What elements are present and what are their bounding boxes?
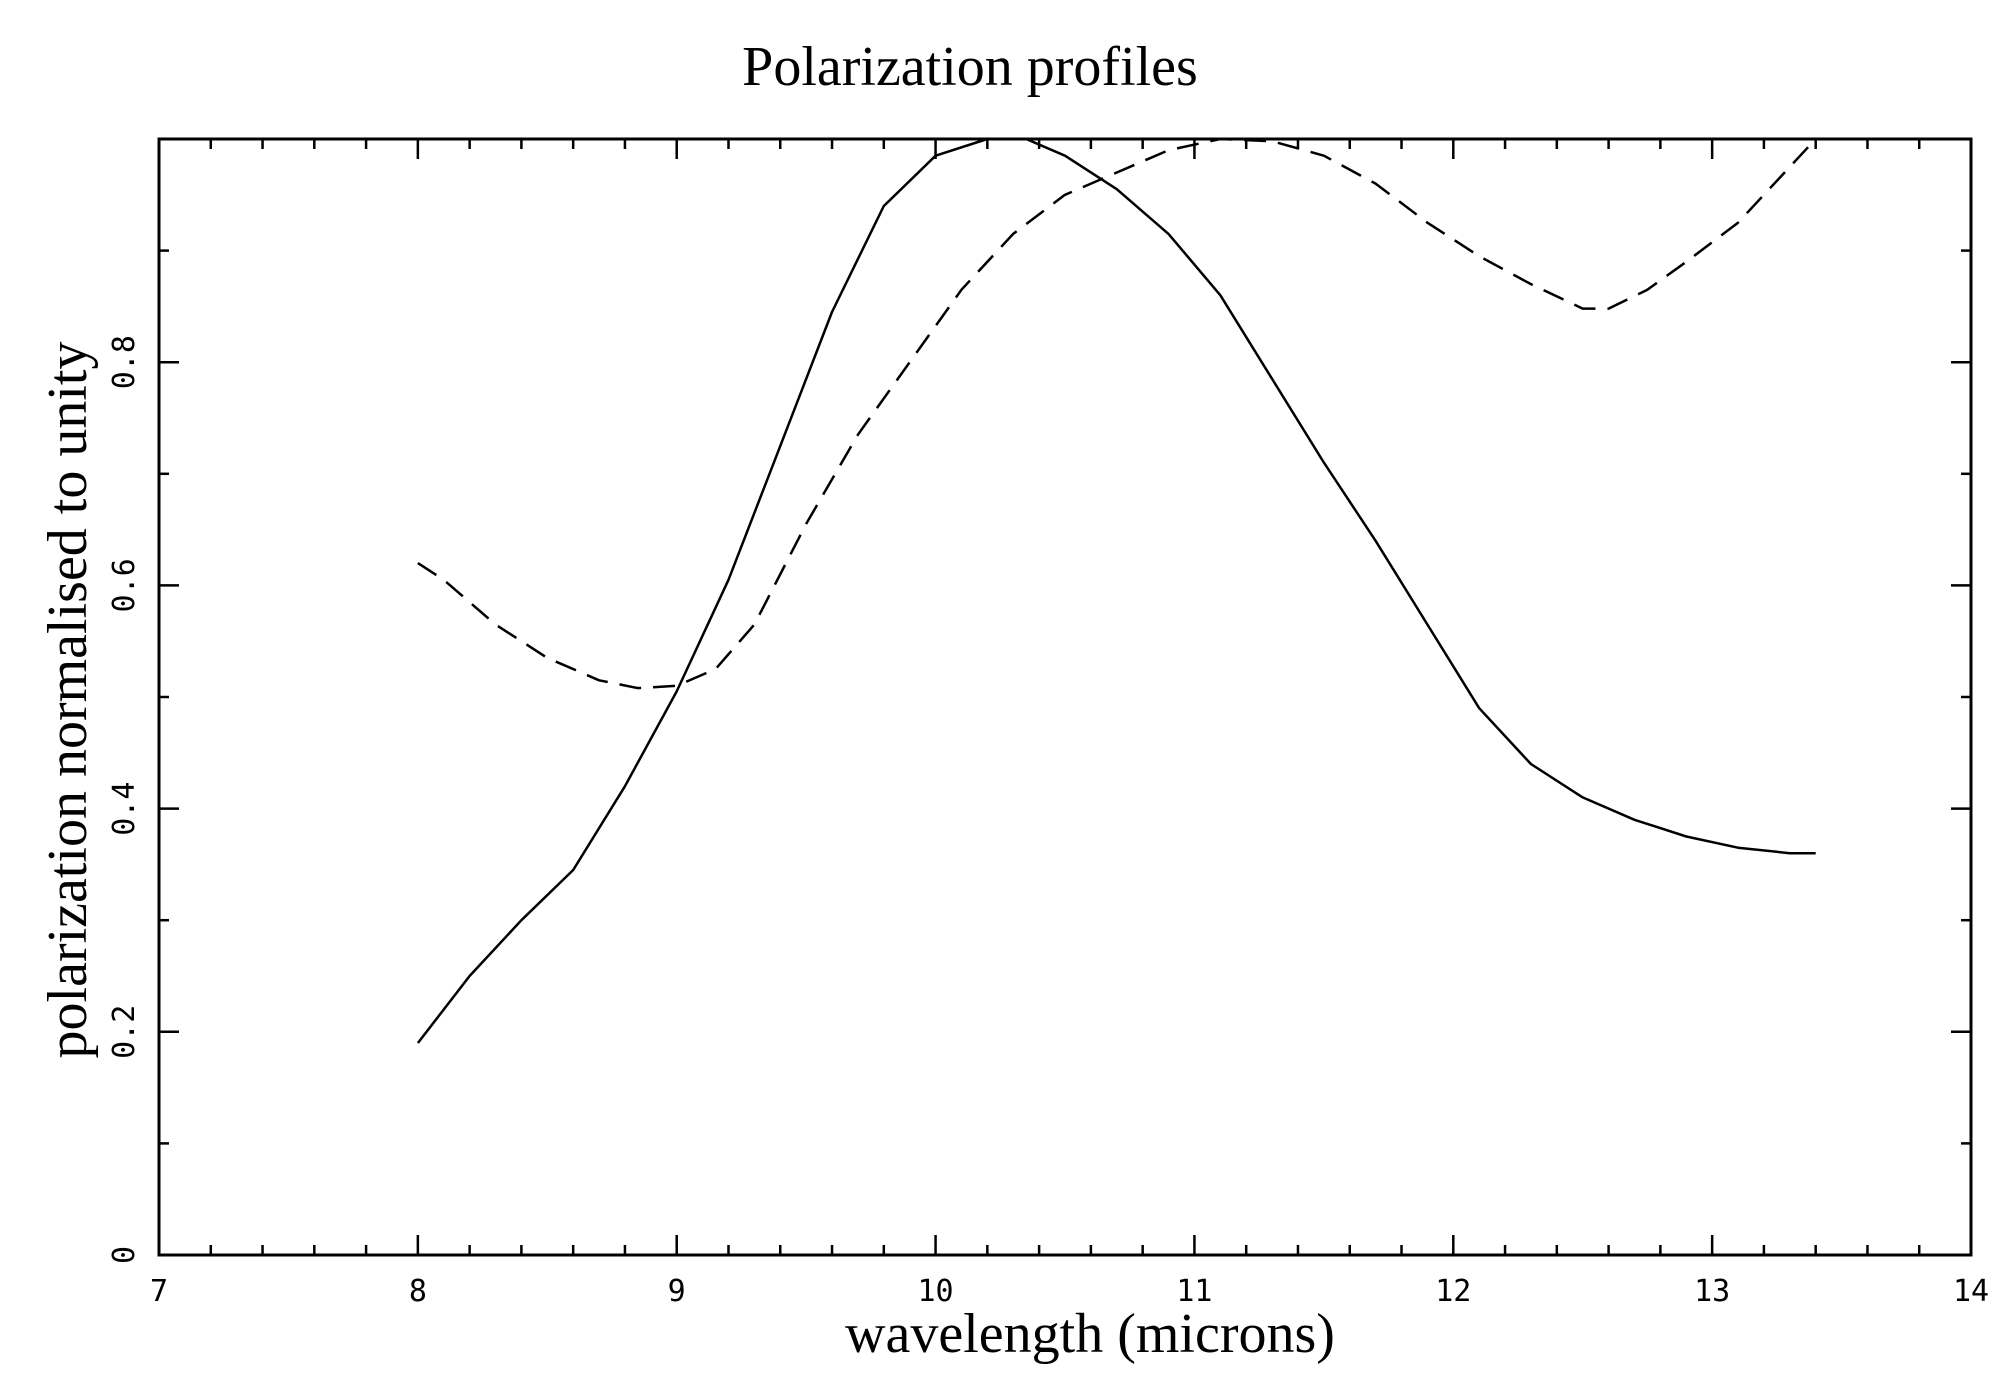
y-tick-label: 0 (107, 1246, 142, 1264)
x-tick-label: 14 (1953, 1274, 1989, 1309)
x-axis-label: wavelength (microns) (845, 1303, 1335, 1365)
y-tick-labels: 0 0.2 0.4 0.6 0.8 (107, 335, 142, 1264)
series-lines (416, 137, 1817, 1044)
x-tick-label: 10 (918, 1274, 954, 1309)
plot-frame (157, 137, 1973, 1257)
x-tick-label: 12 (1435, 1274, 1471, 1309)
chart-title: Polarization profiles (742, 36, 1198, 98)
axis-ticks (159, 139, 1971, 1255)
y-tick-label: 0.2 (107, 1005, 142, 1059)
y-tick-label: 0.6 (107, 558, 142, 612)
x-tick-label: 13 (1694, 1274, 1730, 1309)
series-line-dashed (417, 137, 1817, 690)
x-tick-label: 11 (1176, 1274, 1212, 1309)
x-tick-label: 9 (668, 1274, 686, 1309)
x-tick-label: 8 (409, 1274, 427, 1309)
x-tick-labels: 7 8 9 10 11 12 13 14 (150, 1274, 1989, 1309)
y-tick-label: 0.4 (107, 782, 142, 836)
x-tick-label: 7 (150, 1274, 168, 1309)
y-tick-label: 0.8 (107, 335, 142, 389)
series-line-solid (416, 137, 1816, 1044)
y-axis-label: polarization normalised to unity (37, 342, 99, 1059)
